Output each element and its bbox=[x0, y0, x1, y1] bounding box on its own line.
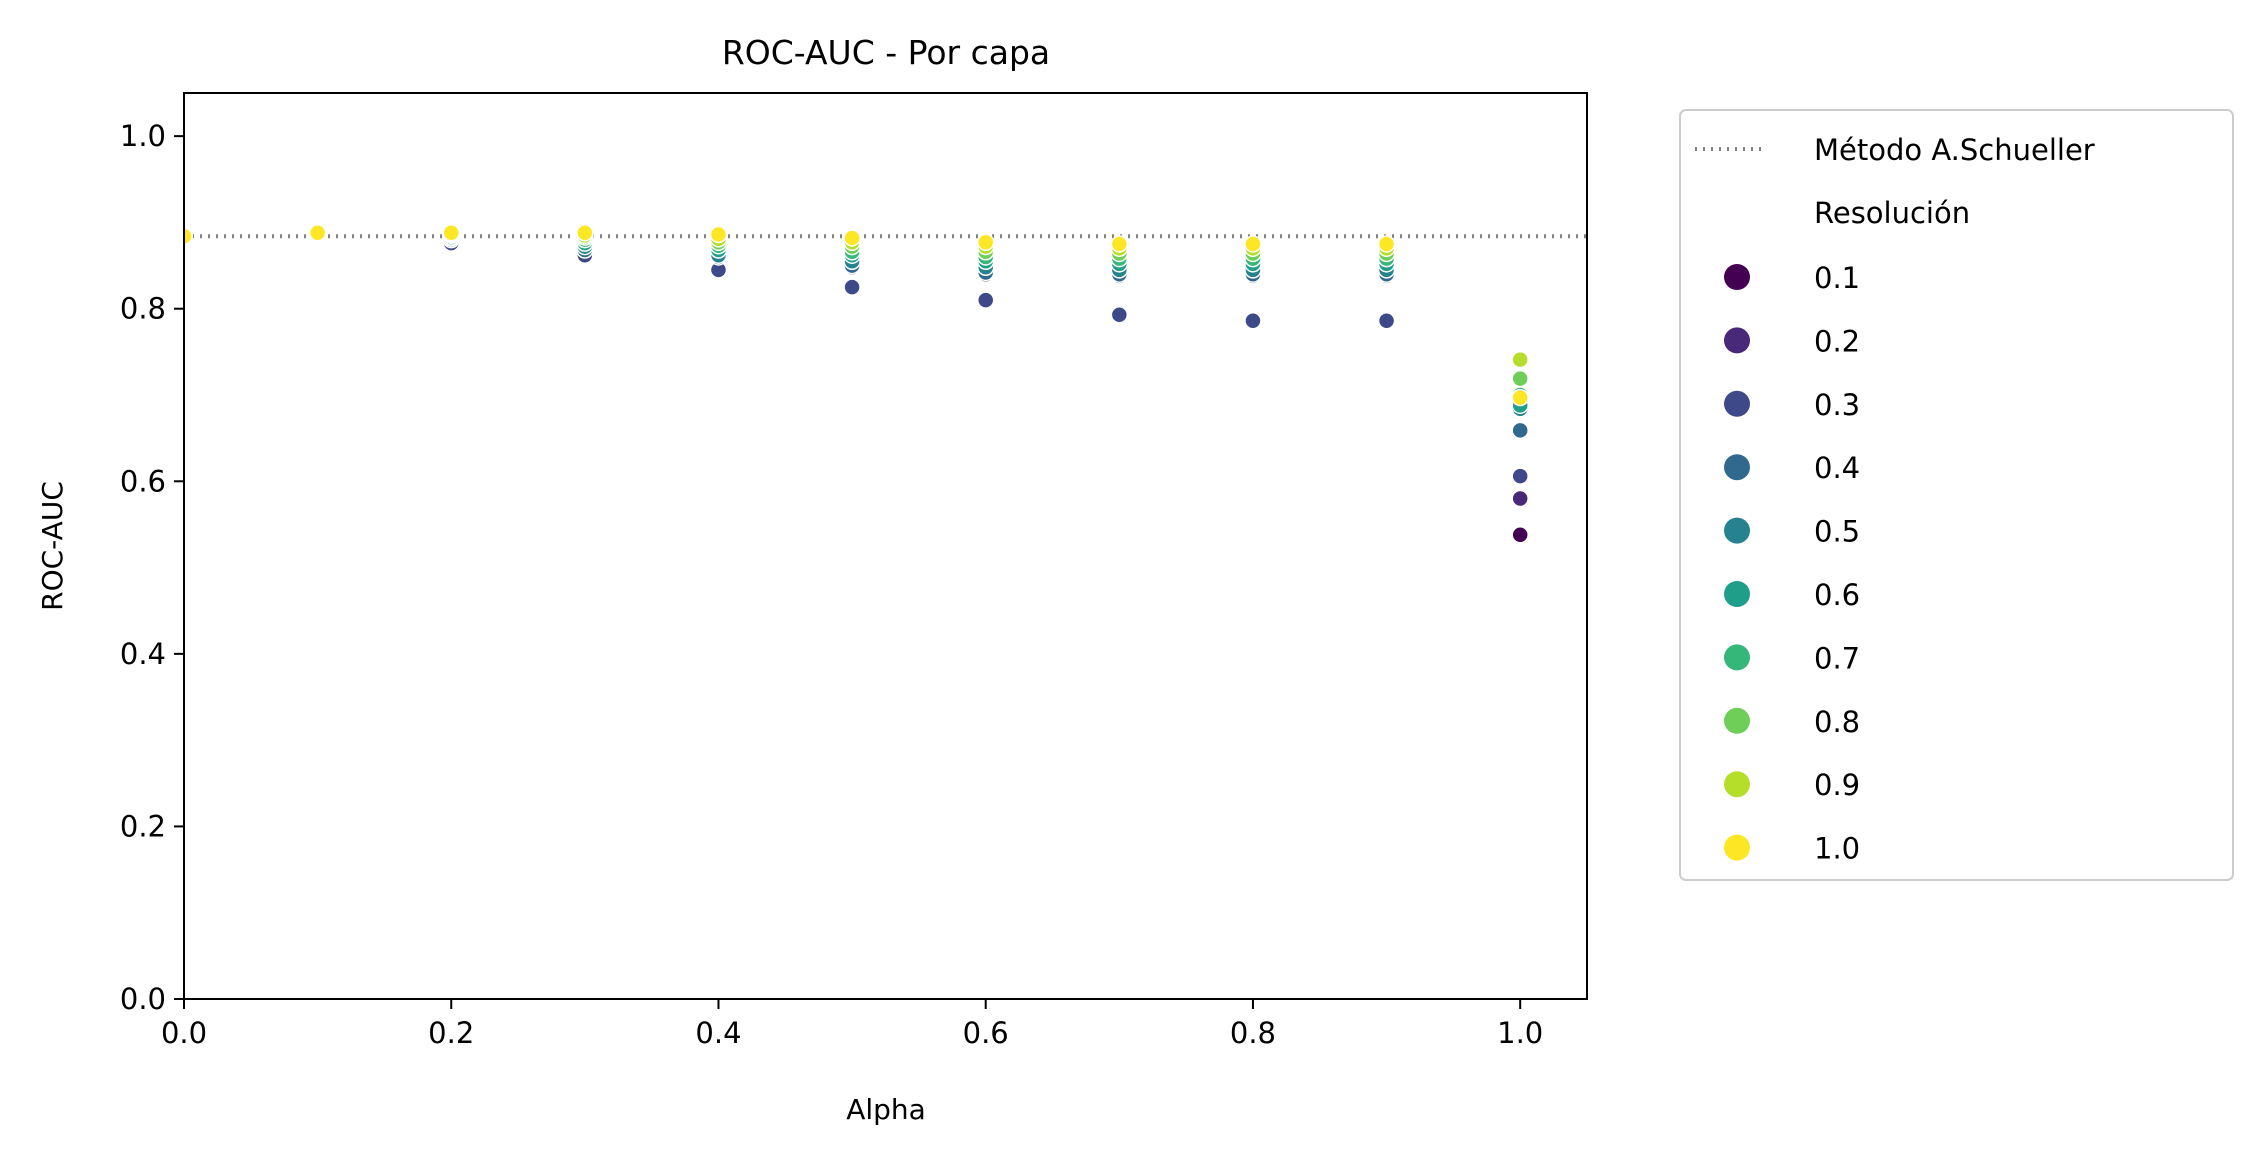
data-point bbox=[709, 225, 728, 244]
data-point bbox=[1511, 421, 1529, 440]
series-1.0 bbox=[184, 224, 1529, 407]
legend-marker bbox=[1724, 771, 1750, 798]
data-point bbox=[184, 227, 193, 245]
legend-marker bbox=[1724, 707, 1750, 734]
legend-marker bbox=[1724, 581, 1750, 607]
data-point bbox=[1110, 306, 1129, 324]
legend-label: 0.2 bbox=[1814, 324, 1860, 358]
y-axis-ticks: 0.0 0.2 0.4 0.6 0.8 1.0 bbox=[120, 119, 184, 1016]
x-tick-label: 0.6 bbox=[963, 1016, 1009, 1050]
legend-marker bbox=[1724, 390, 1750, 417]
x-tick-label: 1.0 bbox=[1497, 1016, 1543, 1050]
y-tick-label: 1.0 bbox=[120, 119, 166, 153]
x-tick-label: 0.8 bbox=[1230, 1016, 1276, 1050]
data-point bbox=[843, 229, 861, 247]
legend-label: 0.4 bbox=[1814, 451, 1860, 485]
legend-label: 0.5 bbox=[1814, 515, 1860, 549]
x-axis-label: Alpha bbox=[846, 1093, 926, 1126]
data-point bbox=[1244, 235, 1262, 253]
legend-label: 0.9 bbox=[1814, 768, 1860, 802]
legend-baseline-label: Método A.Schueller bbox=[1814, 133, 2095, 167]
legend-items: 0.1 0.2 0.3 0.4 0.5 0.6 0.7 0.8 0.9 1.0 bbox=[1724, 261, 1860, 866]
data-point bbox=[1511, 467, 1529, 485]
y-tick-label: 0.8 bbox=[120, 292, 166, 326]
data-point bbox=[976, 291, 995, 309]
data-point bbox=[1511, 489, 1529, 508]
legend-marker bbox=[1724, 834, 1750, 861]
x-tick-label: 0.0 bbox=[161, 1016, 207, 1050]
plot-area bbox=[184, 224, 1587, 544]
legend-label: 0.8 bbox=[1814, 705, 1860, 739]
legend-frame bbox=[1679, 109, 2234, 881]
legend-hue-title: Resolución bbox=[1814, 196, 1970, 230]
chart-title: ROC-AUC - Por capa bbox=[722, 33, 1050, 72]
legend-label: 0.3 bbox=[1814, 388, 1860, 422]
y-tick-label: 0.6 bbox=[120, 464, 166, 498]
legend-marker bbox=[1724, 327, 1750, 354]
x-tick-label: 0.4 bbox=[695, 1016, 741, 1050]
y-tick-label: 0.0 bbox=[120, 982, 166, 1016]
legend-label: 1.0 bbox=[1814, 832, 1860, 866]
y-axis-label: ROC-AUC bbox=[36, 481, 69, 611]
legend-marker bbox=[1724, 644, 1750, 671]
y-tick-label: 0.2 bbox=[120, 809, 166, 843]
data-point bbox=[1377, 312, 1396, 330]
plot-frame bbox=[183, 92, 1588, 1000]
legend-label: 0.1 bbox=[1814, 261, 1860, 295]
data-point bbox=[576, 224, 594, 242]
y-tick-label: 0.4 bbox=[120, 637, 166, 671]
data-point bbox=[442, 224, 460, 242]
data-point bbox=[1511, 350, 1529, 369]
legend-marker bbox=[1724, 517, 1750, 544]
data-point bbox=[1511, 369, 1529, 388]
data-point bbox=[1377, 235, 1396, 253]
data-point bbox=[1244, 312, 1262, 330]
legend-label: 0.6 bbox=[1814, 578, 1860, 612]
data-point bbox=[1110, 235, 1129, 253]
data-point bbox=[1511, 526, 1529, 544]
legend-marker bbox=[1724, 264, 1750, 290]
legend: Método A.Schueller Resolución 0.10.20.30… bbox=[1679, 109, 2234, 881]
data-point bbox=[308, 224, 327, 242]
data-point bbox=[843, 278, 861, 296]
legend-marker bbox=[1724, 454, 1750, 481]
data-point bbox=[976, 233, 995, 252]
legend-label: 0.7 bbox=[1814, 641, 1860, 675]
data-point bbox=[1511, 388, 1529, 407]
x-tick-label: 0.2 bbox=[428, 1016, 474, 1050]
x-axis-ticks: 0.0 0.2 0.4 0.6 0.8 1.0 bbox=[161, 999, 1543, 1050]
